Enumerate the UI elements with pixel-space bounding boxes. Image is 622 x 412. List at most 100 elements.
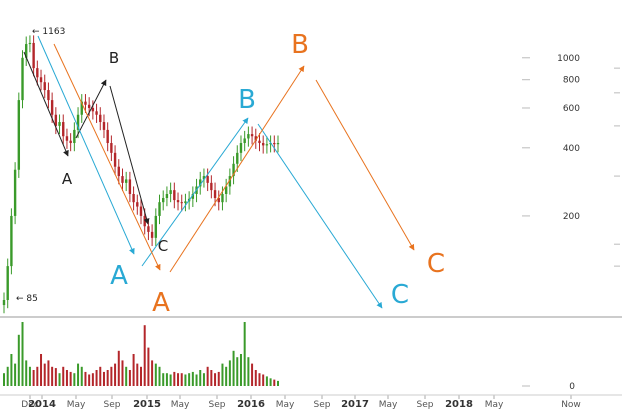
volume-bar	[80, 366, 83, 386]
candle-body	[254, 136, 257, 141]
volume-bar	[51, 366, 54, 386]
candle-body	[21, 57, 24, 101]
volume-bar	[21, 322, 24, 386]
volume-bar	[258, 373, 261, 386]
candle-body	[199, 179, 202, 187]
volume-bar	[173, 371, 176, 386]
volume-bar	[214, 373, 217, 386]
volume-bar	[110, 366, 113, 386]
wave-label: C	[391, 280, 409, 310]
volume-bar	[269, 378, 272, 386]
wave-line	[37, 35, 135, 255]
volume-bar	[221, 363, 224, 386]
volume-bar	[95, 370, 98, 386]
candle-body	[91, 107, 95, 112]
volume-bar	[114, 363, 117, 386]
volume-bar	[158, 366, 161, 386]
volume-bar	[91, 373, 94, 386]
volume-bar	[143, 325, 146, 386]
candlestick-series	[2, 35, 280, 314]
wave-label: C	[427, 249, 445, 279]
x-tick-label: May	[485, 400, 504, 410]
volume-bar	[117, 350, 120, 386]
y-tick-label: 400	[563, 144, 580, 154]
candle-body	[265, 144, 269, 146]
volume-bar	[225, 366, 228, 386]
volume-bar	[217, 371, 220, 386]
volume-bar	[169, 374, 172, 386]
volume-bar	[180, 373, 183, 386]
candle-body	[165, 193, 169, 199]
volume-tick-label: 0	[569, 382, 575, 392]
x-tick-label: 2014	[28, 399, 56, 410]
x-tick-label: 2017	[341, 399, 369, 410]
candle-body	[206, 176, 209, 183]
wave-label: B	[291, 30, 309, 60]
volume-bar	[262, 374, 265, 386]
volume-bar	[239, 354, 242, 386]
candle-body	[221, 193, 224, 203]
candle-body	[132, 193, 135, 203]
candle-body	[124, 179, 128, 183]
volume-bar	[47, 360, 50, 386]
volume-bar	[232, 350, 235, 386]
y-tick-label: 600	[563, 104, 580, 114]
candle-body	[99, 114, 102, 123]
candle-body	[39, 77, 43, 83]
candle-body	[250, 134, 254, 137]
x-tick-label: Dec	[21, 400, 38, 410]
wave-line	[109, 85, 150, 225]
candle-body	[121, 176, 124, 183]
y-tick-label: 1000	[557, 54, 580, 64]
candle-body	[273, 143, 276, 145]
candle-body	[36, 68, 39, 78]
volume-bar	[84, 371, 87, 386]
y-tick-label: 200	[563, 212, 580, 222]
candle-body	[176, 200, 180, 203]
volume-bar	[277, 380, 279, 386]
volume-bar	[58, 373, 61, 386]
candle-body	[213, 190, 217, 199]
candle-body	[228, 176, 232, 187]
volume-bar	[195, 374, 198, 386]
volume-bar	[140, 366, 142, 386]
volume-bar	[236, 357, 239, 386]
volume-bar	[188, 373, 191, 386]
volume-bar	[88, 374, 91, 386]
volume-bar	[102, 371, 105, 386]
volume-bar	[106, 370, 109, 386]
candle-body	[236, 152, 239, 164]
candle-body	[69, 140, 72, 144]
wave-line	[257, 123, 383, 309]
candle-body	[150, 231, 154, 238]
candle-body	[17, 100, 21, 170]
candle-body	[217, 198, 220, 203]
candle-body	[269, 143, 272, 145]
volume-bar	[99, 366, 102, 386]
volume-bar	[43, 363, 46, 386]
volume-bar	[121, 360, 124, 386]
candle-body	[10, 215, 13, 267]
wave-label: C	[158, 237, 168, 255]
wave-line	[141, 117, 249, 267]
volume-series	[3, 322, 279, 386]
candle-body	[113, 152, 117, 167]
wave-line	[169, 65, 305, 273]
volume-bar	[54, 368, 57, 386]
candle-body	[128, 179, 132, 194]
x-tick-label: 2018	[445, 399, 473, 410]
candle-body	[25, 44, 28, 58]
volume-bar	[247, 357, 250, 386]
volume-bar	[36, 366, 39, 386]
volume-bar	[165, 373, 168, 386]
x-tick-label: 2015	[133, 399, 161, 410]
wave-line	[23, 51, 69, 157]
candle-body	[224, 186, 228, 194]
candle-body	[95, 111, 98, 115]
volume-bar	[228, 360, 231, 386]
candle-body	[258, 140, 261, 144]
x-tick-label: Sep	[104, 400, 121, 410]
volume-bar	[273, 379, 276, 386]
x-tick-label: May	[67, 400, 86, 410]
